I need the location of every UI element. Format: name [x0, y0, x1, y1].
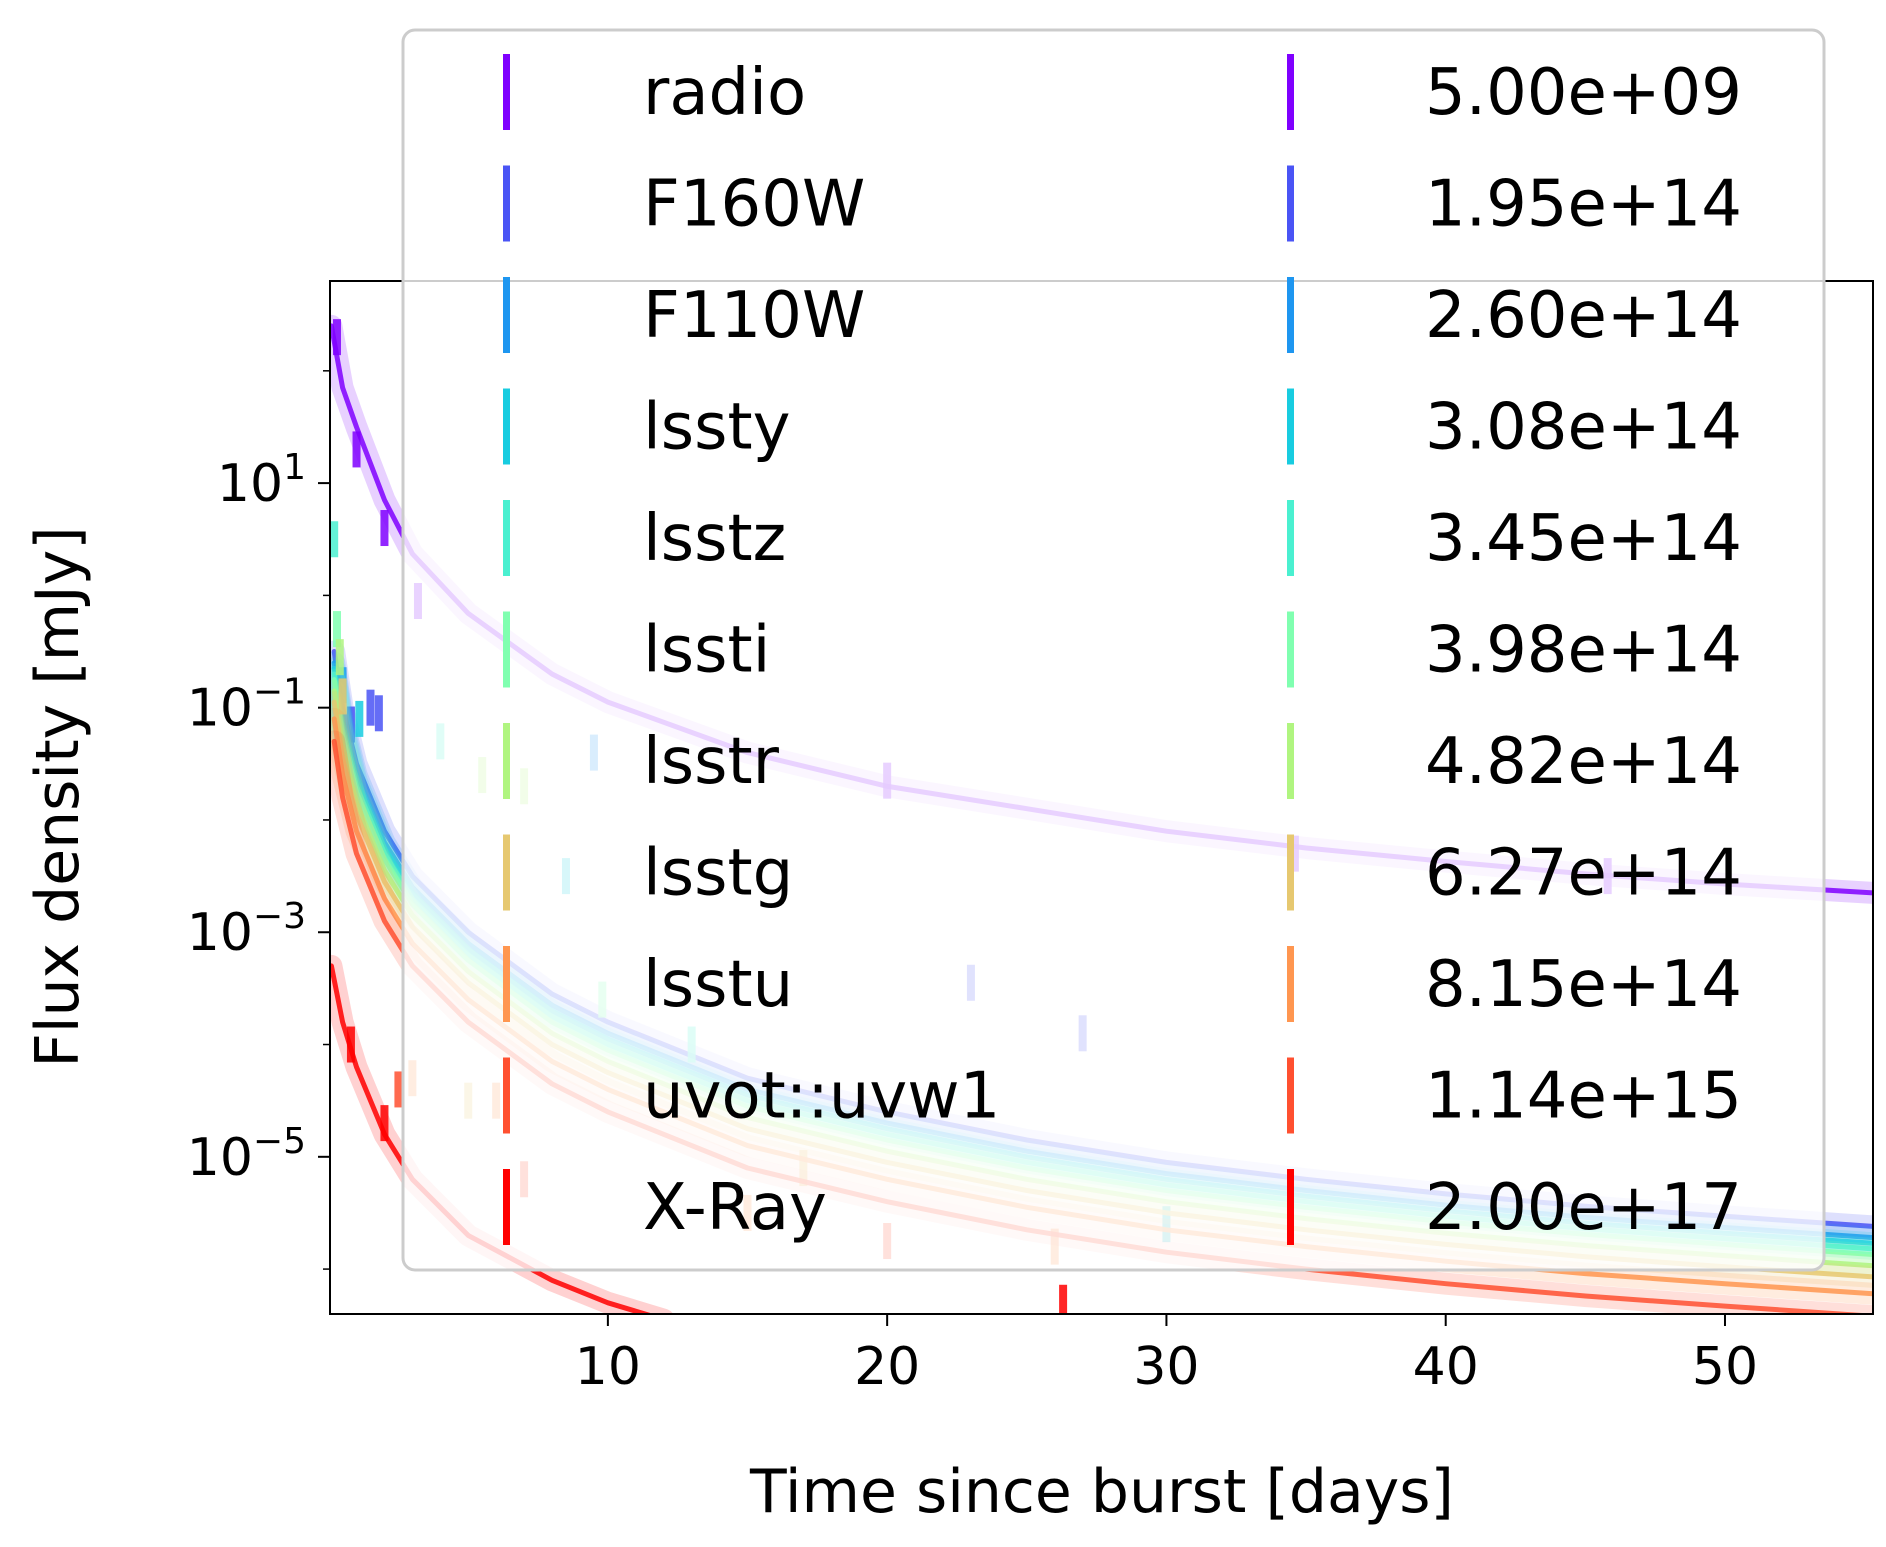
legend-entry-radio: radio 5.00e+09 — [503, 54, 1742, 130]
legend-label: lsstz — [643, 502, 786, 576]
legend-entry-uvot-uvw1: uvot::uvw1 1.14e+15 — [503, 1057, 1742, 1134]
x-tick-label: 40 — [1413, 1337, 1479, 1397]
data-point-x-ray — [346, 1026, 355, 1063]
x-tick-label: 30 — [1133, 1337, 1199, 1397]
legend-frequency: 1.14e+15 — [1425, 1060, 1742, 1134]
legend-entry-lssti: lssti 3.98e+14 — [503, 611, 1742, 688]
data-point-f160w — [366, 689, 375, 726]
y-tick-label: 10−5 — [187, 1121, 306, 1188]
legend-label: lsstr — [643, 725, 780, 799]
legend-frequency: 8.15e+14 — [1425, 948, 1742, 1022]
legend-box — [401, 28, 1826, 1272]
data-point-f160w — [374, 695, 383, 732]
legend: radio 5.00e+09 F160W 1.95e+14 F110W 2.60e+14 l… — [401, 28, 1826, 1272]
legend-handle — [503, 1057, 510, 1134]
legend-entry-lsstz: lsstz 3.45e+14 — [503, 500, 1742, 576]
legend-label: F160W — [643, 168, 865, 242]
legend-label: lsstg — [643, 837, 793, 911]
legend-entry-lsstu: lsstu 8.15e+14 — [503, 946, 1742, 1022]
legend-frequency: 3.45e+14 — [1425, 502, 1742, 576]
legend-handle — [503, 277, 510, 353]
data-point-lssti — [332, 611, 341, 648]
legend-label: F110W — [643, 279, 865, 353]
legend-handle — [1287, 611, 1294, 688]
legend-handle — [503, 165, 510, 242]
legend-label: uvot::uvw1 — [643, 1060, 1000, 1134]
legend-label: lsstu — [643, 948, 793, 1022]
data-point-lsstr — [335, 639, 344, 676]
legend-entry-x-ray: X-Ray 2.00e+17 — [503, 1169, 1742, 1245]
legend-label: radio — [643, 56, 806, 130]
data-point-lssty — [355, 700, 364, 737]
legend-handle — [1287, 723, 1294, 799]
data-point-lsstg — [338, 678, 347, 715]
x-axis: 10 20 30 40 50 — [575, 1314, 1758, 1397]
x-axis-label: Time since burst [days] — [749, 1457, 1454, 1527]
legend-handle — [1287, 277, 1294, 353]
y-tick-label: 10−3 — [187, 896, 306, 963]
y-axis: 101 10−1 10−3 10−5 — [187, 370, 330, 1270]
data-point-uvot-uvw1 — [394, 1071, 403, 1108]
legend-frequency: 6.27e+14 — [1425, 837, 1742, 911]
legend-handle — [1287, 1169, 1294, 1245]
legend-frequency: 3.98e+14 — [1425, 614, 1742, 688]
legend-frequency: 4.82e+14 — [1425, 725, 1742, 799]
legend-frequency: 3.08e+14 — [1425, 391, 1742, 465]
legend-handle — [1287, 388, 1294, 465]
legend-frequency: 2.00e+17 — [1425, 1171, 1742, 1245]
data-point-f160w — [346, 706, 355, 743]
legend-frequency: 1.95e+14 — [1425, 168, 1742, 242]
legend-handle — [503, 611, 510, 688]
legend-handle — [1287, 834, 1294, 911]
legend-handle — [1287, 1057, 1294, 1134]
legend-handle — [503, 54, 510, 130]
data-point-radio — [380, 510, 389, 547]
y-tick-label: 10−1 — [187, 672, 306, 739]
legend-handle — [1287, 54, 1294, 130]
data-point-lsstz — [330, 521, 339, 558]
legend-handle — [1287, 500, 1294, 576]
legend-label: lssty — [643, 391, 790, 465]
legend-entry-lsstg: lsstg 6.27e+14 — [503, 834, 1742, 911]
legend-handle — [503, 500, 510, 576]
legend-handle — [503, 388, 510, 465]
y-tick-label: 101 — [217, 447, 306, 514]
legend-entry-f110w: F110W 2.60e+14 — [503, 277, 1742, 353]
legend-frequency: 5.00e+09 — [1425, 56, 1742, 130]
legend-handle — [503, 946, 510, 1022]
legend-handle — [503, 723, 510, 799]
x-tick-label: 20 — [854, 1337, 920, 1397]
legend-handle — [1287, 946, 1294, 1022]
legend-entry-lsstr: lsstr 4.82e+14 — [503, 723, 1742, 799]
data-point-radio — [352, 431, 361, 468]
legend-label: lssti — [643, 614, 770, 688]
legend-frequency: 2.60e+14 — [1425, 279, 1742, 353]
x-tick-label: 50 — [1692, 1337, 1758, 1397]
legend-entry-lssty: lssty 3.08e+14 — [503, 388, 1742, 465]
legend-entry-f160w: F160W 1.95e+14 — [503, 165, 1742, 242]
x-tick-label: 10 — [575, 1337, 641, 1397]
legend-label: X-Ray — [643, 1171, 827, 1245]
y-axis-label: Flux density [mJy] — [23, 526, 93, 1067]
legend-handle — [503, 1169, 510, 1245]
data-point-x-ray — [1059, 1284, 1068, 1314]
legend-handle — [1287, 165, 1294, 242]
data-point-x-ray — [380, 1105, 389, 1142]
data-point-radio — [332, 319, 341, 356]
legend-handle — [503, 834, 510, 911]
